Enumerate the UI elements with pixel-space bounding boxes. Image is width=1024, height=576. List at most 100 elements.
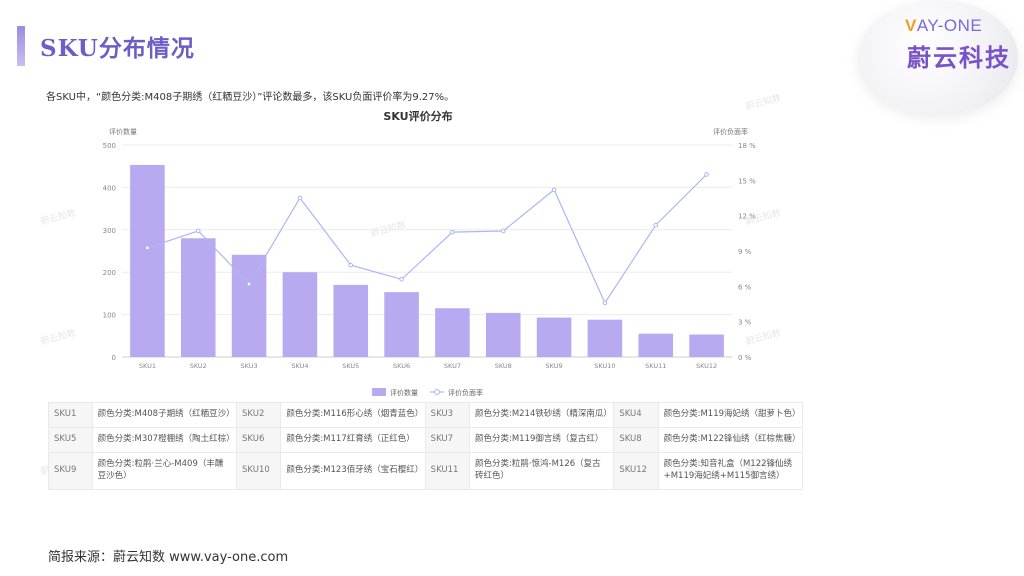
x-tick-label: SKU7 — [444, 362, 461, 370]
x-tick-label: SKU8 — [495, 362, 512, 370]
sku-code-cell: SKU8 — [613, 426, 659, 453]
sku-legend-table: SKU1 颜色分类:M408子期绣（红粞豆沙） SKU2 颜色分类:M116形心绣（烟… — [48, 402, 804, 490]
sku-description-cell: 颜色分类:M119御言绣（复古红） — [468, 426, 615, 453]
bar-sku5 — [333, 284, 369, 357]
sku-code-cell: SKU5 — [48, 426, 93, 453]
x-tick-label: SKU9 — [546, 362, 563, 370]
bar-sku2 — [180, 238, 216, 357]
chart-legend[interactable]: 评价数量 评价负面率 — [372, 388, 483, 397]
sku-code-cell: SKU6 — [236, 426, 282, 453]
rate-point-sku1 — [145, 245, 150, 251]
sku-code-cell: SKU7 — [424, 426, 470, 453]
y-tick-left: 400 — [103, 184, 116, 192]
sku-code-cell: SKU9 — [48, 451, 93, 490]
x-tick-label: SKU12 — [696, 362, 717, 370]
legend-label-count: 评价数量 — [390, 388, 418, 397]
grid — [122, 144, 732, 358]
rate-point-sku8 — [500, 228, 506, 234]
sku-description-cell: 颜色分类:M117红膏绣（正红色） — [280, 426, 426, 453]
logo-english: VAY-ONE — [905, 16, 982, 36]
bar-sku12 — [689, 334, 724, 357]
bars — [130, 164, 724, 357]
x-tick-label: SKU3 — [241, 362, 258, 370]
x-tick-label: SKU4 — [291, 362, 308, 370]
sku-description-cell: 颜色分类:M123佰牙绣（宝石樱红） — [280, 451, 426, 490]
sku-description-cell: 颜色分类:M122锋仙绣（红棕焦糖） — [657, 426, 804, 453]
rate-point-sku6 — [399, 276, 404, 282]
rate-point-sku10 — [602, 300, 608, 306]
y-tick-left: 500 — [103, 142, 116, 150]
table-row: SKU9 颜色分类:粒鹃·兰心-M409（丰醺豆沙色） SKU10 颜色分类:M123… — [48, 451, 804, 490]
logo-chinese: 蔚云科技 — [907, 44, 1011, 72]
rate-point-sku9 — [551, 187, 557, 193]
legend-swatch-count — [372, 388, 386, 396]
summary-text: 各SKU中，“颜色分类:M408子期绣（红粞豆沙）”评论数最多，该SKU负面评价… — [46, 92, 455, 103]
sku-description-cell: 颜色分类:粒鹃·兰心-M409（丰醺豆沙色） — [91, 451, 238, 490]
legend-marker-rate — [434, 389, 440, 395]
sku-description-cell: 颜色分类:M116形心绣（烟青蓝色） — [280, 402, 426, 428]
logo-v: V — [905, 16, 917, 35]
y-tick-right: 15 % — [738, 177, 756, 185]
rate-point-sku12 — [704, 172, 709, 177]
y-tick-right: 3 % — [738, 319, 752, 327]
logo-bubble — [858, 0, 1018, 115]
legend-label-rate: 评价负面率 — [448, 388, 483, 397]
bar-sku1 — [130, 164, 165, 357]
x-tick-label: SKU1 — [139, 362, 156, 370]
x-tick-label: SKU11 — [645, 362, 666, 370]
rate-line — [147, 174, 708, 305]
axis-ticks: 0 100 200 300 400 500 0 % 3 % 6 % 9 % 12 % 15 % 18 %… — [103, 142, 757, 370]
sku-code-cell: SKU11 — [424, 451, 470, 490]
y-tick-left: 100 — [103, 312, 116, 320]
y-tick-left: 200 — [103, 269, 116, 277]
sku-code-cell: SKU1 — [48, 402, 93, 428]
x-tick-label: SKU10 — [594, 362, 615, 370]
rate-point-sku2 — [195, 228, 201, 234]
y-axis-right-label: 评价负面率 — [713, 127, 748, 136]
rate-point-sku3 — [246, 281, 252, 287]
x-tick-label: SKU5 — [342, 362, 359, 370]
x-tick-label: SKU2 — [190, 362, 207, 370]
sku-description-cell: 颜色分类:粒鹃·惊鸿-M126（复古砖红色） — [468, 451, 615, 490]
title-accent-bar — [17, 26, 25, 66]
sku-code-cell: SKU3 — [424, 402, 470, 428]
rate-point-sku7 — [450, 229, 455, 235]
sku-description-cell: 颜色分类:M214铁砂绣（精深南瓜） — [468, 402, 615, 428]
source-text: 简报来源：蔚云知数 www.vay-one.com — [48, 550, 289, 565]
bar-sku11 — [638, 333, 674, 357]
sku-code-cell: SKU2 — [236, 402, 282, 428]
bar-sku7 — [435, 308, 470, 357]
table-row: SKU5 颜色分类:M307橙棚绣（陶土红棕） SKU6 颜色分类:M117红膏绣（正… — [48, 426, 804, 453]
y-tick-right: 6 % — [738, 283, 752, 291]
bar-sku10 — [587, 319, 623, 357]
rate-point-sku4 — [297, 195, 303, 201]
y-tick-left: 0 — [112, 354, 116, 362]
bar-sku8 — [485, 312, 521, 357]
y-tick-right: 18 % — [738, 142, 756, 150]
sku-code-cell: SKU12 — [613, 451, 659, 490]
sku-description-cell: 颜色分类:M307橙棚绣（陶土红棕） — [91, 426, 238, 453]
bar-sku6 — [384, 292, 419, 357]
rate-point-sku5 — [348, 262, 354, 268]
rate-point-sku11 — [653, 222, 659, 228]
bar-sku4 — [282, 272, 318, 357]
sku-description-cell: 颜色分类:M408子期绣（红粞豆沙） — [91, 402, 238, 428]
page-title: SKU分布情况 — [40, 35, 195, 62]
negative-rate-line — [145, 172, 709, 306]
y-axis-left-label: 评价数量 — [109, 127, 137, 136]
table-row: SKU1 颜色分类:M408子期绣（红粞豆沙） SKU2 颜色分类:M116形心绣（烟… — [48, 402, 804, 428]
x-tick-label: SKU6 — [393, 362, 410, 370]
y-tick-right: 12 % — [738, 213, 756, 221]
y-tick-right: 0 % — [738, 354, 752, 362]
bar-sku3 — [231, 254, 267, 357]
sku-code-cell: SKU4 — [613, 402, 659, 428]
logo-en-rest: AY-ONE — [916, 16, 983, 35]
y-tick-left: 300 — [103, 227, 116, 235]
chart-title: SKU评价分布 — [383, 109, 452, 123]
sku-description-cell: 颜色分类:M119海妃绣（甜萝卜色） — [657, 402, 804, 428]
y-tick-right: 9 % — [738, 248, 752, 256]
bar-sku9 — [536, 317, 572, 357]
sku-description-cell: 颜色分类:知音礼盒（M122锋仙绣+M119海妃绣+M115御言绣） — [657, 451, 804, 490]
sku-code-cell: SKU10 — [236, 451, 282, 490]
